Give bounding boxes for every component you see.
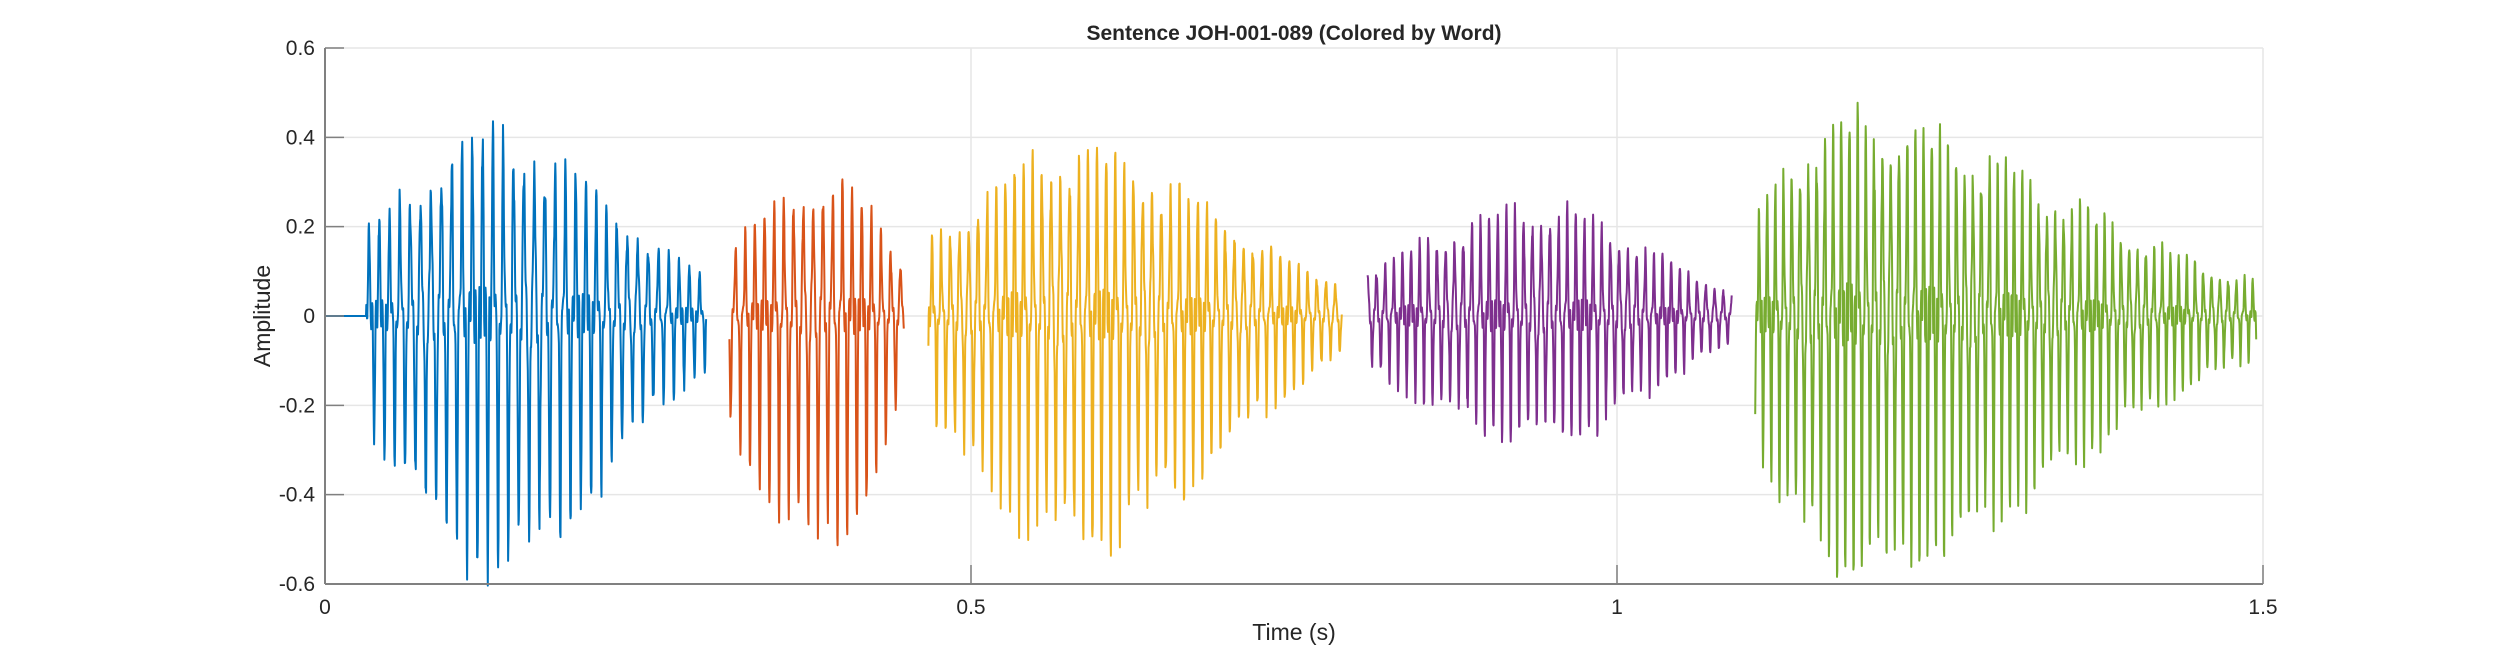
x-tick-label: 0	[319, 596, 331, 619]
plot-area	[324, 101, 2258, 587]
y-tick-label: 0	[303, 305, 315, 328]
axes	[324, 47, 2264, 585]
waveform-word-5	[1754, 101, 2258, 578]
x-tick-labels: 0 0.5 1 1.5	[319, 596, 2277, 619]
y-tick-label: -0.4	[279, 484, 316, 507]
y-tick-labels: -0.6 -0.4 -0.2 0 0.2 0.4 0.6	[279, 37, 316, 596]
x-tick-label: 1	[1611, 596, 1623, 619]
y-tick-label: -0.2	[279, 394, 315, 417]
waveform-word-3	[927, 146, 1343, 557]
y-tick-label: -0.6	[279, 573, 315, 596]
y-axis-label: Amplitude	[249, 265, 275, 367]
y-tick-label: 0.6	[286, 37, 315, 60]
waveform-word-4	[1366, 200, 1733, 444]
x-axis-label: Time (s)	[1252, 619, 1335, 645]
y-tick-label: 0.2	[286, 216, 315, 239]
y-tick-label: 0.4	[286, 126, 316, 149]
waveform-word-1	[324, 120, 708, 587]
x-tick-label: 1.5	[2248, 596, 2277, 619]
x-tick-label: 0.5	[956, 596, 985, 619]
chart-title: Sentence JOH-001-089 (Colored by Word)	[1086, 22, 1501, 45]
waveform-word-2	[728, 178, 905, 547]
